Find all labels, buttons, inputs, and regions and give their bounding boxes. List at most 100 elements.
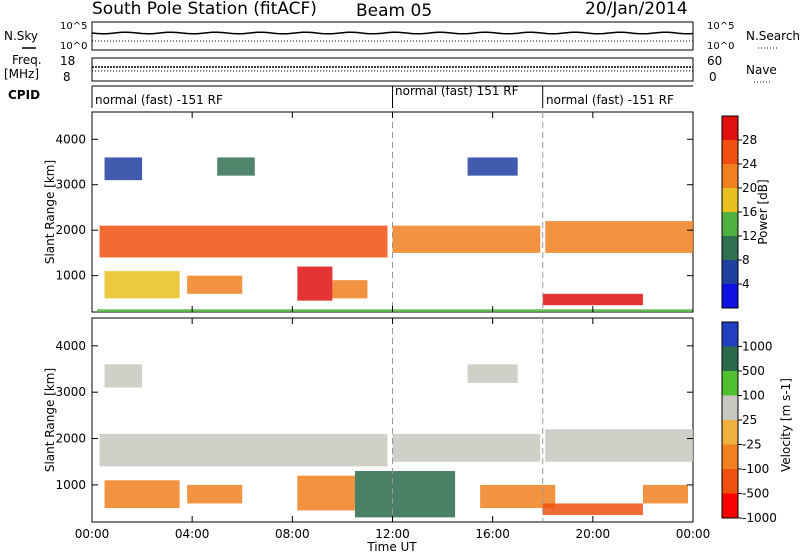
colorbar-tick-label-0: 1000 [742,340,773,354]
cpid-segment-3: normal (fast) -151 RF [546,93,674,107]
data-band-velocity-2 [545,429,693,462]
figure-title: South Pole Station (fitACF) [92,0,317,19]
data-band-power-9 [104,157,143,181]
colorbar-swatch-0 [722,116,738,140]
time-axis-label: Time UT [366,540,417,554]
xtick-label-6: 00:00 [676,527,711,541]
data-band-velocity-10 [104,364,143,388]
data-band-velocity-6 [354,471,456,518]
ytick-label-0: 1000 [55,478,86,492]
power-yaxis: 1000 2000 3000 4000 [55,132,693,283]
data-band-velocity-5 [297,475,355,511]
beam-label: Beam 05 [356,1,432,21]
data-band-power-6 [332,280,368,299]
data-band-velocity-1 [392,433,541,462]
colorbar-swatch-6 [722,260,738,284]
xtick-label-2: 08:00 [275,527,310,541]
power-colorbar-label: Power [dB] [756,179,770,244]
data-band-velocity-0 [99,433,388,467]
data-band-power-8 [97,309,694,312]
colorbar-swatch-4 [722,420,738,445]
velocity-colorbar: 1000 500 100 25 -25 -100 -500 -1000 [721,321,777,525]
colorbar-tick-label-1: 500 [742,364,765,378]
data-band-velocity-7 [480,484,556,509]
ytick-label-2: 3000 [55,385,86,399]
nave-tick-top: 60 [707,54,722,68]
colorbar-tick-label-0: 4 [742,277,750,291]
data-band-velocity-9 [642,484,688,504]
colorbar-tick-label-5: 24 [742,157,757,171]
data-band-power-3 [104,271,180,299]
xtick-label-4: 16:00 [475,527,510,541]
colorbar-swatch-2 [722,164,738,188]
ytick-label-1: 2000 [55,432,86,446]
colorbar-swatch-1 [722,140,738,164]
colorbar-tick-label-5: -100 [742,462,769,476]
freq-panel-frame [91,57,694,82]
data-band-velocity-3 [104,480,180,509]
colorbar-swatch-5 [722,444,738,469]
cpid-label: CPID [8,88,40,102]
colorbar-tick-label-2: 12 [742,229,757,243]
freq-label-2: [MHz] [4,67,39,81]
colorbar-swatch-7 [722,284,738,308]
data-band-power-4 [187,275,243,294]
velocity-panel: 1000 2000 3000 4000 Slant Range [km] [43,317,694,523]
velocity-data [99,318,693,522]
ytick-label-0: 1000 [55,269,86,283]
data-band-power-2 [545,221,693,253]
colorbar-tick-label-1: 8 [742,253,750,267]
nsearch-scale-bottom: 10^0 [707,41,734,52]
colorbar-tick-label-6: -500 [742,487,769,501]
ytick-label-3: 4000 [55,339,86,353]
colorbar-swatch-7 [722,493,738,518]
colorbar-swatch-3 [722,395,738,420]
colorbar-swatch-4 [722,212,738,236]
power-colorbar: 4 8 12 16 20 24 28 [721,115,757,309]
colorbar-swatch-1 [722,346,738,371]
nave-label: Nave [746,63,777,77]
freq-tick-bottom: 8 [63,70,71,84]
nsky-label: N.Sky [4,29,38,43]
cpid-segment-2: normal (fast) 151 RF [395,84,519,98]
data-band-power-10 [217,157,255,176]
freq-tick-top: 18 [60,54,75,68]
data-band-power-5 [297,266,333,301]
noise-panel-frame [91,21,694,51]
velocity-colorbar-label: Velocity [m s-1] [779,378,793,472]
nsearch-scale-top: 10^5 [707,21,734,32]
data-band-power-1 [392,225,541,253]
xtick-label-1: 04:00 [175,527,210,541]
cpid-segment-1: normal (fast) -151 RF [95,93,223,107]
nsky-scale-top: 10^5 [60,21,87,32]
data-band-velocity-4 [187,484,243,504]
colorbar-tick-label-6: 28 [742,133,757,147]
power-data [97,112,694,312]
nsearch-label: N.Search [746,29,800,43]
colorbar-swatch-0 [722,322,738,347]
data-band-power-11 [467,157,518,176]
data-band-velocity-8 [542,503,643,516]
colorbar-tick-label-4: 20 [742,181,757,195]
nsky-scale-bottom: 10^0 [60,41,87,52]
time-axis: 00:00 04:00 08:00 12:00 16:00 20:00 00:00 [75,112,711,541]
colorbar-tick-label-7: -1000 [742,511,777,525]
colorbar-tick-label-2: 100 [742,389,765,403]
ytick-label-3: 4000 [55,132,86,146]
nsky-trace [91,31,694,35]
data-band-velocity-11 [467,364,518,383]
colorbar-tick-label-3: 16 [742,205,757,219]
nave-tick-bottom: 0 [709,70,717,84]
colorbar-swatch-2 [722,371,738,396]
velocity-yaxis: 1000 2000 3000 4000 [55,339,693,492]
xtick-label-3: 12:00 [375,527,410,541]
colorbar-swatch-3 [722,188,738,212]
date-label: 20/Jan/2014 [585,0,688,19]
freq-label-1: Freq. [12,53,42,67]
colorbar-tick-label-3: 25 [742,413,757,427]
xtick-label-0: 00:00 [75,527,110,541]
colorbar-tick-label-4: -25 [742,438,762,452]
colorbar-swatch-5 [722,236,738,260]
